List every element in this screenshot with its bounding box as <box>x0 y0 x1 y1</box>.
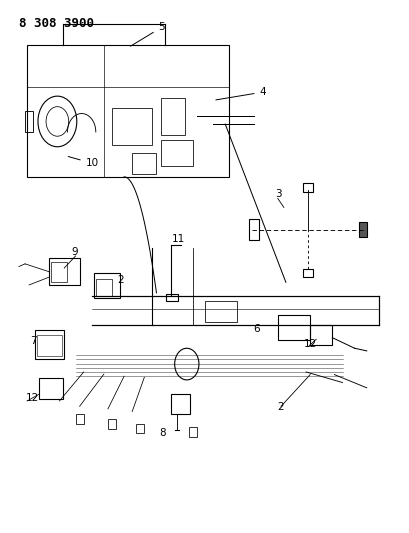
Text: 6: 6 <box>253 325 260 334</box>
Text: 2: 2 <box>117 276 124 285</box>
Bar <box>309 325 332 344</box>
Bar <box>27 45 229 177</box>
Text: 2: 2 <box>276 402 283 412</box>
Bar <box>75 414 83 424</box>
Bar <box>358 222 366 237</box>
Text: 11: 11 <box>171 233 184 244</box>
Bar <box>96 279 112 295</box>
Text: 12: 12 <box>303 338 317 349</box>
Bar <box>303 269 312 277</box>
Bar <box>108 419 116 429</box>
Bar <box>248 219 258 240</box>
Bar <box>37 335 62 356</box>
Bar <box>136 424 144 433</box>
Bar <box>160 140 192 166</box>
Bar <box>94 273 120 298</box>
Bar <box>160 98 184 135</box>
Bar <box>39 378 63 399</box>
Text: 5: 5 <box>130 22 165 46</box>
Bar <box>277 315 309 341</box>
Bar <box>165 294 178 301</box>
Text: 8: 8 <box>160 429 166 438</box>
Text: 4: 4 <box>215 87 265 100</box>
Bar <box>204 301 237 322</box>
Bar <box>303 183 312 191</box>
Text: 3: 3 <box>274 189 281 199</box>
Text: 9: 9 <box>71 247 78 257</box>
Text: 12: 12 <box>26 393 39 403</box>
Bar <box>132 153 156 174</box>
Bar <box>170 394 190 414</box>
Bar <box>35 330 64 359</box>
Bar <box>49 257 79 285</box>
Bar <box>112 108 152 145</box>
Bar <box>189 427 196 437</box>
Text: 8 308 3900: 8 308 3900 <box>19 17 94 29</box>
Text: 10: 10 <box>68 157 99 168</box>
Bar <box>25 111 33 132</box>
Text: 7: 7 <box>30 336 37 346</box>
Bar <box>51 262 67 282</box>
